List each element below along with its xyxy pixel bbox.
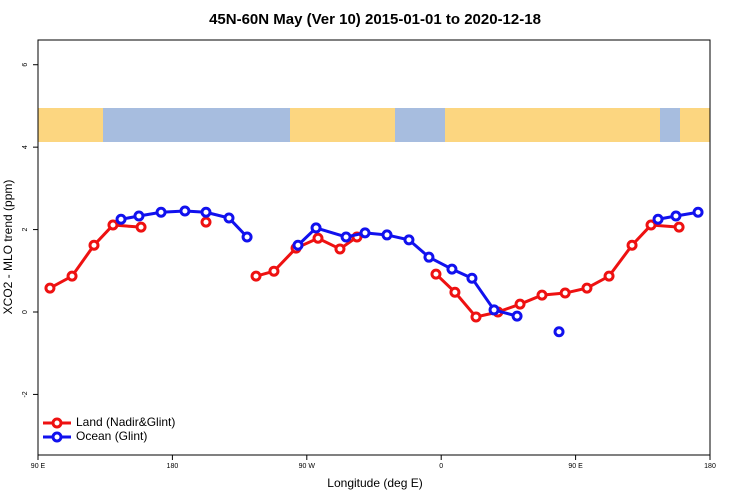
data-point	[446, 263, 458, 275]
data-point	[381, 229, 393, 241]
data-point	[581, 282, 593, 294]
series-line	[49, 223, 680, 319]
data-point	[200, 216, 212, 228]
data-point	[179, 205, 191, 217]
x-tick-label: 90 E	[31, 463, 46, 470]
data-point	[470, 311, 482, 323]
land	[445, 108, 660, 142]
x-tick-label: 90 W	[299, 463, 316, 470]
data-point	[449, 286, 461, 298]
y-tick-label: -2	[22, 391, 29, 397]
data-point	[403, 234, 415, 246]
y-tick-label: 4	[22, 145, 29, 149]
data-point	[241, 231, 253, 243]
data-point	[223, 212, 235, 224]
data-point	[603, 270, 615, 282]
data-point	[488, 304, 500, 316]
data-point	[200, 206, 212, 218]
data-point	[107, 219, 119, 231]
data-point	[559, 287, 571, 299]
x-tick-label: 180	[704, 463, 716, 470]
legend-marker	[51, 431, 63, 443]
map-band	[38, 108, 710, 142]
data-point	[652, 213, 664, 225]
data-point	[536, 289, 548, 301]
chart-title: 45N-60N May (Ver 10) 2015-01-01 to 2020-…	[209, 11, 541, 28]
y-tick-label: 6	[22, 63, 29, 67]
legend-marker	[51, 417, 63, 429]
land	[38, 108, 103, 142]
x-axis-label: Longitude (deg E)	[327, 476, 422, 490]
y-tick-label: 2	[22, 228, 29, 232]
data-point	[673, 221, 685, 233]
data-point	[250, 270, 262, 282]
data-point	[44, 282, 56, 294]
data-point	[511, 310, 523, 322]
data-point	[626, 239, 638, 251]
data-point	[310, 222, 322, 234]
land	[290, 108, 395, 142]
data-point	[133, 210, 145, 222]
data-point	[334, 243, 346, 255]
data-point	[466, 272, 478, 284]
data-point	[340, 231, 352, 243]
x-tick-label: 90 E	[568, 463, 583, 470]
data-point	[155, 206, 167, 218]
data-point	[135, 221, 147, 233]
data-point	[430, 268, 442, 280]
data-point	[312, 232, 324, 244]
data-point	[423, 251, 435, 263]
data-point	[514, 298, 526, 310]
data-point	[115, 213, 127, 225]
legend-label: Ocean (Glint)	[76, 429, 147, 443]
data-point	[268, 265, 280, 277]
plot-frame	[37, 39, 711, 456]
x-tick-label: 180	[167, 463, 179, 470]
data-point	[292, 239, 304, 251]
data-point	[692, 206, 704, 218]
land	[680, 108, 710, 142]
y-axis-label: XCO2 - MLO trend (ppm)	[1, 180, 15, 315]
data-point	[670, 210, 682, 222]
legend-label: Land (Nadir&Glint)	[76, 415, 175, 429]
x-tick-label: 0	[439, 463, 443, 470]
data-point	[645, 219, 657, 231]
data-point	[553, 326, 565, 338]
y-tick-label: 0	[22, 310, 29, 314]
data-point	[359, 227, 371, 239]
data-point	[66, 270, 78, 282]
data-point	[88, 239, 100, 251]
